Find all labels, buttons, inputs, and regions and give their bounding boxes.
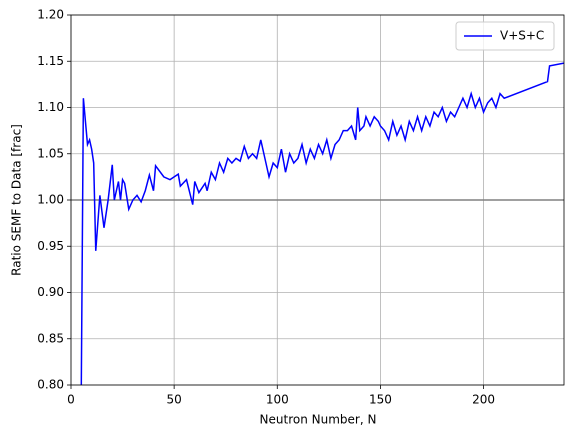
x-tick-label: 100 xyxy=(266,393,289,407)
x-tick-label: 50 xyxy=(166,393,181,407)
y-tick-label: 1.05 xyxy=(37,146,64,160)
x-axis-label: Neutron Number, N xyxy=(260,413,377,427)
x-tick-label: 150 xyxy=(369,393,392,407)
legend-label: V+S+C xyxy=(500,29,544,43)
legend-box xyxy=(455,21,555,51)
y-tick-label: 0.85 xyxy=(37,331,64,345)
y-tick-label: 1.20 xyxy=(37,8,64,22)
x-tick-label: 200 xyxy=(472,393,495,407)
plot-frame xyxy=(70,14,565,386)
x-tick-label: 0 xyxy=(67,393,75,407)
y-tick-label: 1.00 xyxy=(37,193,64,207)
y-tick-label: 0.90 xyxy=(37,285,64,299)
y-tick-label: 1.10 xyxy=(37,100,64,114)
y-tick-label: 0.95 xyxy=(37,239,64,253)
y-tick-label: 0.80 xyxy=(37,378,64,392)
y-tick-label: 1.15 xyxy=(37,54,64,68)
y-axis-label: Ratio SEMF to Data [frac] xyxy=(10,124,24,276)
series-line xyxy=(80,62,564,385)
